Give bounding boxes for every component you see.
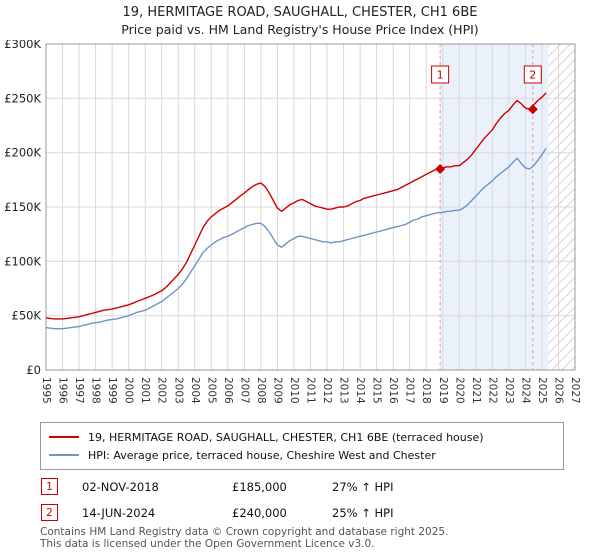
legend-item-hpi: HPI: Average price, terraced house, Ches… (49, 446, 555, 464)
x-tick-label: 1999 (106, 377, 118, 404)
sale-date: 02-NOV-2018 (82, 479, 159, 494)
x-tick-label: 2000 (123, 377, 135, 404)
sale-price: £185,000 (232, 479, 287, 494)
sale-point-1 (435, 164, 446, 174)
x-tick-label: 2011 (305, 377, 317, 404)
x-tick-label: 2016 (387, 377, 399, 404)
sale-flag-2 (523, 65, 542, 84)
x-tick-label: 1998 (90, 377, 102, 404)
x-tick-label: 2007 (238, 377, 250, 404)
x-tick-label: 2019 (437, 377, 449, 404)
y-tick-label: £300K (4, 40, 41, 51)
x-tick-label: 2024 (519, 377, 531, 404)
x-tick-label: 2014 (354, 377, 366, 404)
x-tick-label: 2003 (172, 377, 184, 404)
sale-flag-label-1: 1 (437, 69, 444, 82)
property-price-line (45, 92, 547, 320)
sale-date: 14-JUN-2024 (82, 505, 156, 520)
x-tick-label: 2001 (139, 377, 151, 404)
sale-price: £240,000 (232, 505, 287, 520)
x-tick-label: 2022 (486, 377, 498, 404)
x-tick-label: 2015 (371, 377, 383, 404)
sale-point-2 (527, 104, 538, 115)
footer-line-2: This data is licensed under the Open Gov… (40, 537, 375, 550)
sale-hpi-delta: 27% ↑ HPI (332, 479, 394, 494)
hpi-line (45, 147, 547, 330)
sale-number-badge: 1 (41, 478, 58, 495)
x-tick-label: 1997 (73, 377, 85, 404)
y-tick-label: £50K (12, 309, 42, 323)
x-tick-label: 2005 (205, 377, 217, 404)
x-tick-label: 2017 (404, 377, 416, 404)
y-tick-label: £200K (4, 146, 41, 160)
legend-label-hpi: HPI: Average price, terraced house, Ches… (88, 448, 436, 462)
chart-legend: 19, HERMITAGE ROAD, SAUGHALL, CHESTER, C… (40, 422, 564, 470)
x-tick-label: 2004 (189, 377, 201, 404)
page-subtitle: Price paid vs. HM Land Registry's House … (121, 22, 479, 37)
x-tick-label: 2027 (569, 377, 581, 404)
x-tick-label: 1996 (57, 377, 69, 404)
x-tick-label: 2006 (222, 377, 234, 404)
sale-flag-label-2: 2 (529, 69, 536, 82)
x-tick-label: 2009 (271, 377, 283, 404)
license-footer: Contains HM Land Registry data © Crown c… (40, 526, 449, 550)
x-tick-label: 2025 (536, 377, 548, 404)
x-tick-label: 2026 (553, 377, 565, 404)
x-tick-label: 2020 (453, 377, 465, 404)
sale-row-2: 2 14-JUN-2024 £240,000 25% ↑ HPI (41, 503, 580, 522)
sale-flag-1 (431, 65, 450, 84)
footer-line-1: Contains HM Land Registry data © Crown c… (40, 526, 449, 538)
x-tick-label: 2008 (255, 377, 267, 404)
x-tick-label: 2002 (156, 377, 168, 404)
y-tick-label: £150K (4, 200, 41, 214)
sale-hpi-delta: 25% ↑ HPI (332, 505, 394, 520)
x-tick-label: 2021 (470, 377, 482, 404)
y-tick-label: £0 (26, 363, 41, 377)
legend-item-property: 19, HERMITAGE ROAD, SAUGHALL, CHESTER, C… (49, 428, 555, 446)
x-tick-label: 1995 (40, 377, 52, 404)
price-chart: 1995 1996 1997 1998 1999 2000 2001 2002 2003 2004… (4, 40, 581, 404)
property-line-swatch (49, 436, 79, 438)
sales-table: 1 02-NOV-2018 £185,000 27% ↑ HPI 2 14-JU… (41, 477, 580, 529)
x-tick-label: 2012 (321, 377, 333, 404)
y-tick-label: £250K (4, 91, 41, 105)
x-tick-label: 2023 (503, 377, 515, 404)
x-tick-label: 2010 (288, 377, 300, 404)
x-tick-label: 2013 (338, 377, 350, 404)
y-tick-label: £100K (4, 254, 41, 268)
legend-label-property: 19, HERMITAGE ROAD, SAUGHALL, CHESTER, C… (88, 430, 484, 444)
sale-row-1: 1 02-NOV-2018 £185,000 27% ↑ HPI (41, 477, 580, 496)
page-title: 19, HERMITAGE ROAD, SAUGHALL, CHESTER, C… (122, 5, 478, 20)
x-tick-label: 2018 (420, 377, 432, 404)
hpi-line-swatch (49, 454, 79, 456)
sale-number-badge: 2 (41, 504, 58, 521)
